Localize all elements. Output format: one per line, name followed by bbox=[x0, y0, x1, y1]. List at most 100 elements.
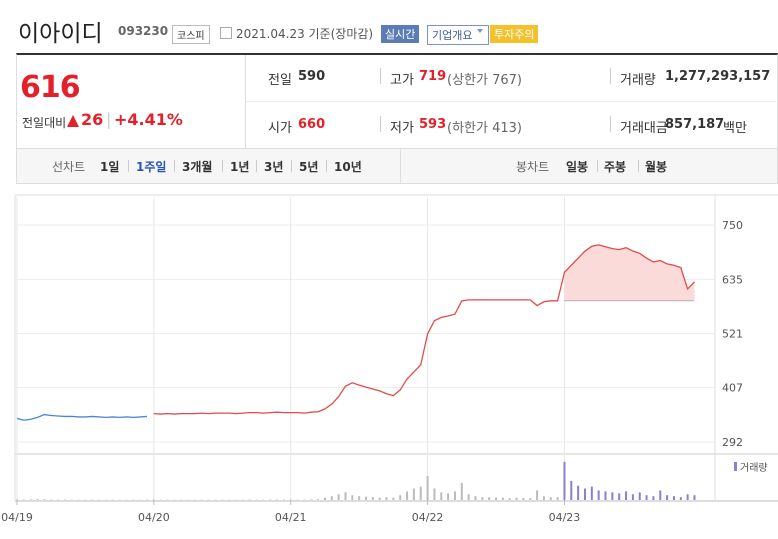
legend-label: 거래량 bbox=[740, 462, 768, 474]
tab[interactable]: 1일 bbox=[100, 160, 120, 174]
volume-bar bbox=[358, 496, 361, 500]
price-line bbox=[16, 413, 148, 421]
tab-sep bbox=[222, 160, 223, 172]
volume-bar bbox=[645, 495, 648, 500]
cell-value: 1,277,293,157 bbox=[665, 69, 771, 84]
volume-bar bbox=[426, 476, 429, 500]
cell-unit: 백만 bbox=[723, 121, 747, 136]
price-line bbox=[153, 244, 695, 415]
cell-label: 거래량 bbox=[620, 73, 656, 88]
divider bbox=[245, 55, 246, 148]
volume-bar bbox=[529, 498, 532, 500]
volume-bar bbox=[542, 496, 545, 500]
tab[interactable]: 3년 bbox=[264, 160, 284, 174]
stock-name: 이아이디 bbox=[18, 21, 103, 47]
cell-label: 전일 bbox=[268, 73, 292, 88]
tab-sep bbox=[326, 160, 327, 172]
divider bbox=[610, 68, 611, 84]
x-tick-label: 04/22 bbox=[412, 511, 444, 524]
volume-bar bbox=[365, 496, 367, 500]
cell-value: 660 bbox=[298, 117, 326, 132]
x-tick-label: 04/20 bbox=[138, 511, 170, 524]
y-tick-label: 521 bbox=[722, 328, 743, 341]
divider bbox=[246, 101, 776, 102]
dropdown-arrow bbox=[477, 29, 483, 33]
volume-bar bbox=[488, 497, 491, 500]
tab-bar bbox=[16, 148, 778, 184]
tab-sep bbox=[291, 160, 292, 172]
volume-bar bbox=[29, 499, 32, 500]
volume-bar bbox=[631, 494, 634, 500]
cell-note: (하한가 413) bbox=[447, 121, 522, 136]
volume-bar bbox=[36, 499, 39, 500]
tab[interactable]: 일봉 bbox=[566, 160, 589, 174]
volume-bar bbox=[481, 497, 484, 500]
tab[interactable]: 10년 bbox=[334, 160, 362, 174]
x-tick-label: 04/23 bbox=[549, 511, 581, 524]
divider bbox=[610, 116, 611, 132]
volume-bar bbox=[351, 495, 354, 500]
tab[interactable]: 주봉 bbox=[604, 160, 627, 174]
tab[interactable]: 월봉 bbox=[645, 160, 668, 174]
volume-bar bbox=[378, 497, 381, 500]
volume-bar bbox=[495, 497, 498, 500]
volume-bar bbox=[276, 499, 279, 500]
divider bbox=[380, 68, 381, 84]
volume-bar bbox=[406, 491, 409, 500]
divider bbox=[400, 149, 401, 183]
volume-bar bbox=[583, 488, 586, 500]
cell-label: 고가 bbox=[390, 73, 414, 88]
change-pct: +4.41% bbox=[114, 110, 183, 129]
volume-bar bbox=[433, 488, 436, 500]
volume-bar bbox=[392, 497, 395, 500]
volume-bar bbox=[563, 461, 566, 500]
volume-bar bbox=[330, 496, 333, 500]
tab-sep bbox=[256, 160, 257, 172]
volume-bar bbox=[597, 490, 600, 500]
cell-note: (상한가 767) bbox=[447, 73, 522, 88]
volume-bar bbox=[317, 499, 320, 500]
volume-bar bbox=[549, 497, 552, 500]
volume-bar bbox=[467, 494, 470, 500]
volume-bar bbox=[556, 497, 559, 500]
volume-bar bbox=[659, 490, 662, 500]
badge-company[interactable]: 기업개요 bbox=[427, 25, 490, 45]
y-tick-label: 635 bbox=[722, 273, 743, 286]
x-tick-label: 04/21 bbox=[275, 511, 307, 524]
tab[interactable]: 3개월 bbox=[182, 160, 213, 174]
date: 2021.04.23 기준(장마감) bbox=[236, 27, 374, 41]
y-tick-label: 292 bbox=[722, 436, 743, 449]
badge-realtime[interactable]: 실시간 bbox=[381, 25, 420, 43]
volume-bar bbox=[16, 499, 18, 500]
volume-bar bbox=[412, 488, 415, 500]
volume-bar bbox=[522, 498, 525, 500]
tab-sep bbox=[597, 160, 598, 172]
x-tick-label: 04/19 bbox=[1, 511, 33, 524]
volume-bar bbox=[577, 485, 580, 500]
volume-bar bbox=[371, 497, 374, 500]
volume-bar bbox=[447, 493, 450, 500]
volume-bar bbox=[344, 492, 347, 500]
cell-label: 시가 bbox=[268, 121, 292, 136]
tab[interactable]: 1년 bbox=[230, 160, 250, 174]
cell-value: 593 bbox=[419, 117, 447, 132]
volume-bar bbox=[536, 490, 539, 500]
volume-bar bbox=[440, 492, 443, 500]
separator: | bbox=[106, 110, 112, 129]
volume-bar bbox=[323, 497, 326, 500]
change: 26 bbox=[81, 110, 104, 129]
tab-label: 봉차트 bbox=[516, 160, 550, 174]
tab[interactable]: 5년 bbox=[299, 160, 319, 174]
tab[interactable]: 1주일 bbox=[136, 160, 167, 174]
volume-bar bbox=[679, 497, 682, 500]
y-tick-label: 407 bbox=[722, 382, 743, 395]
up-arrow bbox=[67, 115, 79, 127]
volume-bar bbox=[604, 491, 607, 500]
cell-value: 719 bbox=[419, 69, 447, 84]
legend-swatch bbox=[734, 462, 737, 471]
volume-bar bbox=[43, 499, 46, 500]
tab-sep bbox=[174, 160, 175, 172]
tab-sep bbox=[638, 160, 639, 172]
